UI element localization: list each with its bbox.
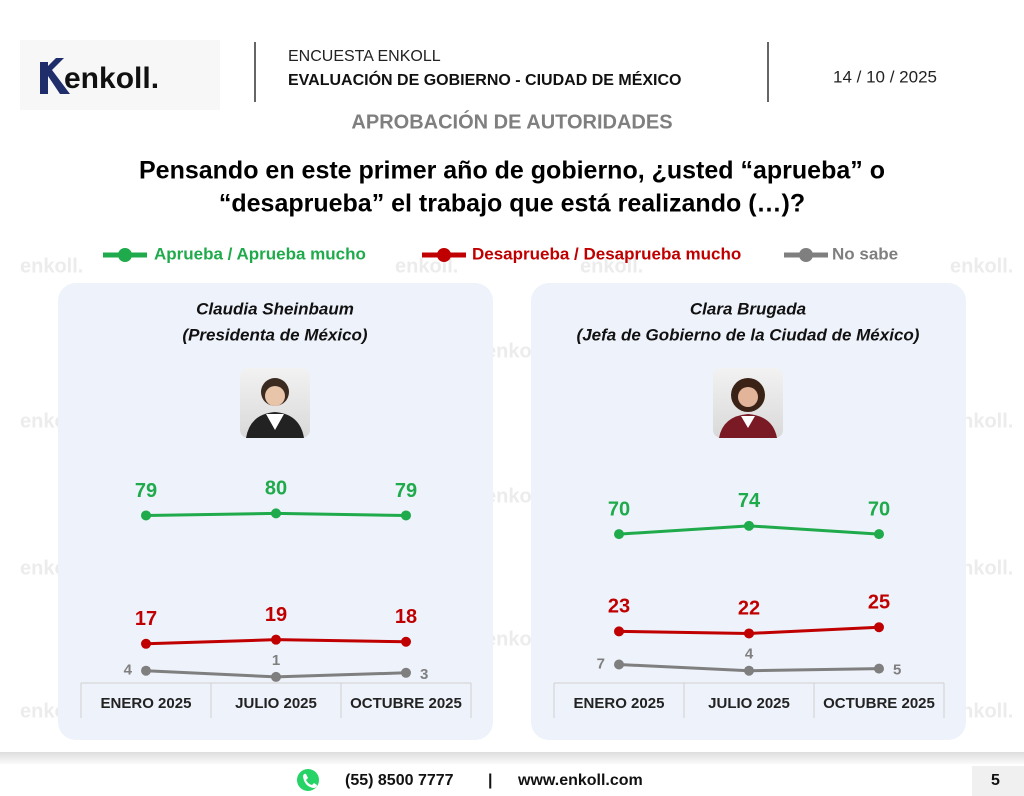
data-label: 18 <box>395 606 417 628</box>
data-label: 79 <box>395 480 417 502</box>
watermark: enkoll. <box>950 255 1013 277</box>
data-label: 1 <box>272 652 280 669</box>
x-tick-label: JULIO 2025 <box>235 695 317 712</box>
data-label: 23 <box>608 596 630 618</box>
data-label: 80 <box>265 478 287 500</box>
chart-title: Clara Brugada <box>690 299 806 318</box>
legend-label: No sabe <box>832 244 898 263</box>
photo <box>240 368 310 438</box>
data-label: 7 <box>597 655 605 672</box>
data-label: 4 <box>745 646 754 663</box>
whatsapp-icon <box>297 769 319 791</box>
x-tick-label: ENERO 2025 <box>574 695 665 712</box>
data-point <box>401 667 411 678</box>
footer <box>0 764 1024 796</box>
data-point <box>874 529 884 540</box>
data-point <box>401 636 411 647</box>
footer-phone: (55) 8500 7777 <box>345 772 454 789</box>
legend-swatch <box>799 248 813 262</box>
page-number: 5 <box>991 772 1000 789</box>
footer-separator: | <box>488 772 492 789</box>
data-point <box>141 665 151 676</box>
x-tick-label: ENERO 2025 <box>101 695 192 712</box>
question: Pensando en este primer año de gobierno,… <box>139 157 885 185</box>
whatsapp-glyph <box>303 773 317 788</box>
header-subject: EVALUACIÓN DE GOBIERNO - CIUDAD DE MÉXIC… <box>288 70 682 89</box>
data-point <box>744 665 754 676</box>
data-label: 19 <box>265 604 287 626</box>
chart-panel <box>531 283 966 740</box>
header-date: 14 / 10 / 2025 <box>833 67 937 86</box>
x-tick-label: JULIO 2025 <box>708 695 790 712</box>
data-point <box>401 510 411 521</box>
logo-mark <box>40 58 70 94</box>
data-label: 22 <box>738 598 760 620</box>
data-point <box>271 671 281 682</box>
chart-subtitle: (Presidenta de México) <box>182 325 368 344</box>
chart-subtitle: (Jefa de Gobierno de la Ciudad de México… <box>577 325 920 344</box>
header-survey: ENCUESTA ENKOLL <box>288 48 441 65</box>
chart-title: Claudia Sheinbaum <box>196 299 354 318</box>
question: “desaprueba” el trabajo que está realiza… <box>219 190 805 218</box>
data-point <box>271 634 281 645</box>
section-title: APROBACIÓN DE AUTORIDADES <box>351 109 672 133</box>
footer-website: www.enkoll.com <box>517 772 643 789</box>
logo-text: enkoll. <box>64 62 159 95</box>
page-box <box>972 766 1024 796</box>
data-point <box>141 510 151 521</box>
data-point <box>271 508 281 519</box>
data-label: 70 <box>868 498 890 520</box>
data-point <box>744 628 754 639</box>
watermark: enkoll. <box>20 255 83 277</box>
legend-swatch <box>437 248 451 262</box>
data-point <box>744 520 754 531</box>
data-point <box>614 626 624 637</box>
data-label: 4 <box>124 662 133 679</box>
watermark: enkoll. <box>580 255 643 277</box>
data-point <box>614 529 624 540</box>
data-label: 5 <box>893 662 901 679</box>
data-label: 74 <box>738 490 761 512</box>
data-label: 17 <box>135 608 157 630</box>
legend-label: Desaprueba / Desaprueba mucho <box>472 244 741 263</box>
data-point <box>874 622 884 633</box>
legend-swatch <box>118 248 132 262</box>
data-label: 3 <box>420 666 428 683</box>
data-point <box>874 663 884 674</box>
data-point <box>614 659 624 670</box>
data-label: 25 <box>868 592 890 614</box>
x-tick-label: OCTUBRE 2025 <box>823 695 935 712</box>
data-point <box>141 638 151 649</box>
footer-shadow <box>0 752 1024 766</box>
photo <box>713 368 783 438</box>
x-tick-label: OCTUBRE 2025 <box>350 695 462 712</box>
data-label: 79 <box>135 480 157 502</box>
legend-label: Aprueba / Aprueba mucho <box>154 244 366 263</box>
data-label: 70 <box>608 498 630 520</box>
